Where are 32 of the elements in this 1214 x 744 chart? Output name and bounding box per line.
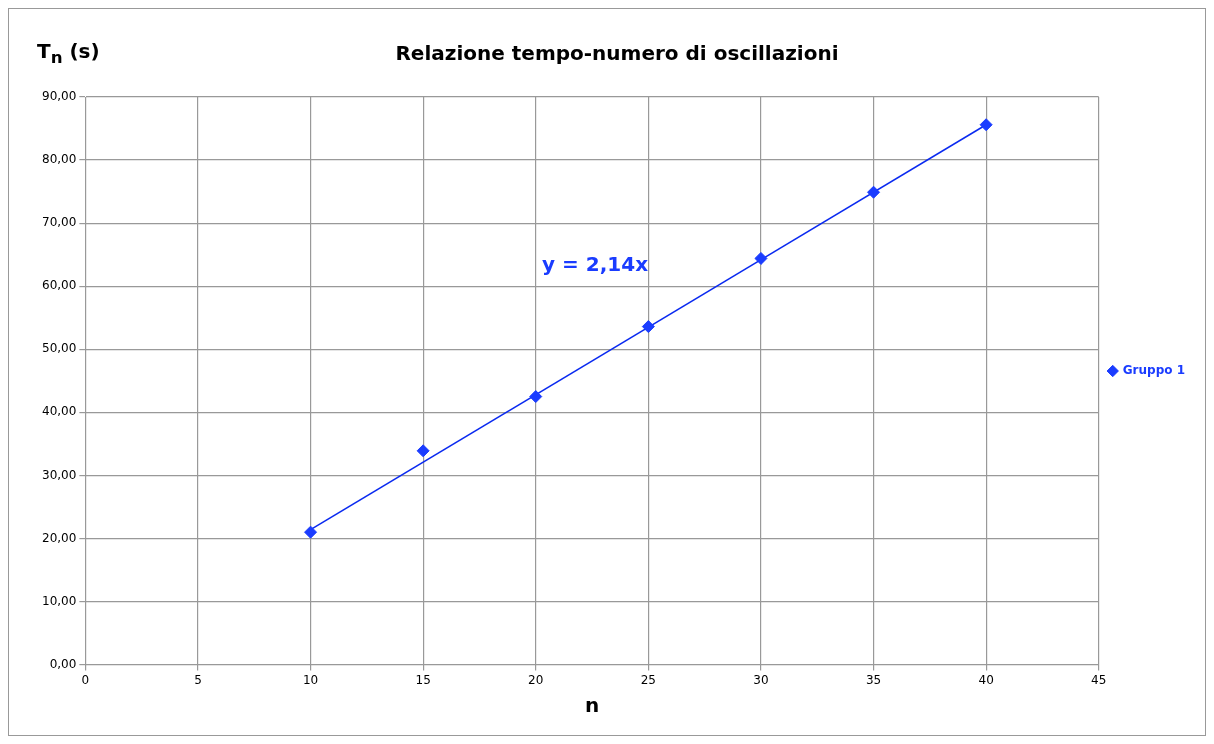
- point: [979, 118, 993, 132]
- annotation: y = 2,14x: [542, 251, 649, 276]
- point: [416, 444, 430, 458]
- y-tick-label: 60,00: [41, 278, 77, 293]
- x-tick-label: 30: [753, 672, 769, 687]
- point: [529, 390, 543, 404]
- y-axis-title: T$_{n}$ (s): [37, 39, 100, 67]
- x-tick-label: 0: [81, 672, 90, 687]
- y-tick-label: 70,00: [41, 215, 77, 230]
- y-tick-label: 50,00: [41, 341, 77, 356]
- y-tick-label: 10,00: [41, 593, 77, 608]
- x-tick-label: 45: [1091, 672, 1107, 687]
- x-tick-label: 20: [528, 672, 544, 687]
- y-tick-label: 80,00: [41, 152, 77, 167]
- y-tick-label: 0,00: [49, 656, 77, 671]
- point: [304, 525, 318, 539]
- chart-title: Relazione tempo-numero di oscillazioni: [395, 41, 839, 66]
- y-tick-label: 90,00: [41, 89, 77, 104]
- x-axis-title: n: [584, 693, 600, 718]
- y-tick-label: 30,00: [41, 467, 77, 482]
- x-tick-label: 40: [978, 672, 994, 687]
- x-tick-label: 25: [640, 672, 656, 687]
- x-tick-label: 5: [194, 672, 202, 687]
- x-tick-label: 15: [415, 672, 431, 687]
- point: [641, 320, 655, 334]
- legend-label: Gruppo 1: [1122, 363, 1185, 378]
- point: [867, 185, 881, 199]
- x-tick-label: 10: [302, 672, 319, 687]
- y-tick-label: 40,00: [41, 404, 77, 419]
- y-tick-label: 20,00: [41, 530, 77, 545]
- point: [754, 251, 768, 265]
- x-tick-label: 35: [865, 672, 882, 687]
